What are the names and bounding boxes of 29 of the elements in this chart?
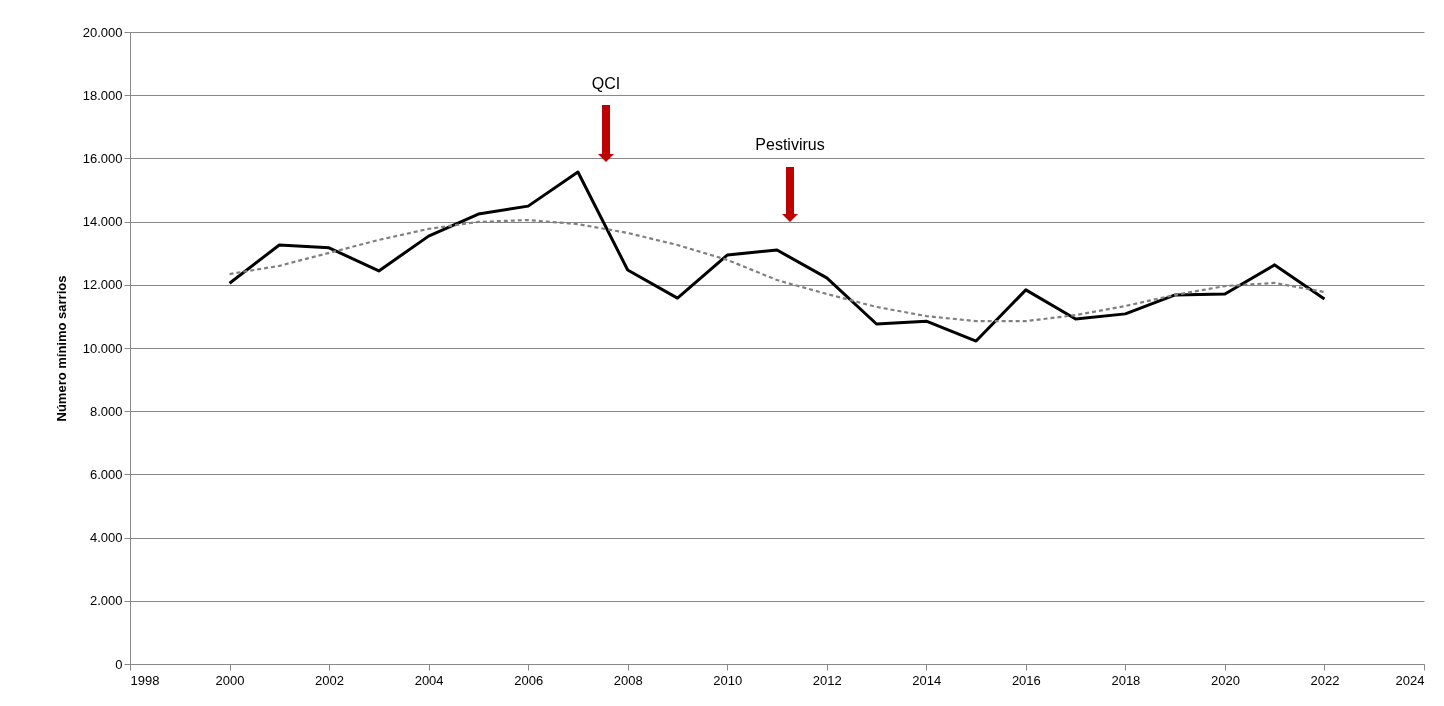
y-axis-title: Número mínimo sarrios (53, 275, 69, 422)
x-tick-label: 2012 (812, 672, 842, 688)
y-tick-label: 4.000 (89, 530, 123, 546)
x-tick-label: 1998 (130, 672, 160, 688)
x-tick-label: 2002 (315, 672, 345, 688)
x-tick-label: 2014 (912, 672, 942, 688)
y-tick-label: 16.000 (82, 150, 123, 166)
x-tick-label: 2010 (713, 672, 743, 688)
y-tick-label: 18.000 (82, 87, 123, 103)
x-tick-label: 2022 (1310, 672, 1340, 688)
x-tick-label: 2006 (514, 672, 544, 688)
y-tick-label: 10.000 (82, 340, 123, 356)
annotation: Pestivirus (754, 135, 826, 155)
y-tick-label: 8.000 (89, 403, 123, 419)
y-tick-label: 20.000 (82, 24, 123, 40)
x-tick-label: 2018 (1111, 672, 1141, 688)
annotation: QCI (590, 74, 622, 94)
y-tick-label: 2.000 (89, 593, 123, 609)
x-tick-label: 2004 (414, 672, 444, 688)
y-tick-label: 14.000 (82, 214, 123, 230)
x-tick-label: 2020 (1210, 672, 1240, 688)
line-series (228, 170, 1326, 343)
y-tick-label: 6.000 (89, 466, 123, 482)
y-tick-label: 0 (115, 656, 123, 672)
y-tick-label: 12.000 (82, 277, 123, 293)
x-tick-label: 2024 (1395, 672, 1425, 688)
x-tick-label: 2000 (215, 672, 245, 688)
x-tick-label: 2008 (613, 672, 643, 688)
x-tick-label: 2016 (1011, 672, 1041, 688)
